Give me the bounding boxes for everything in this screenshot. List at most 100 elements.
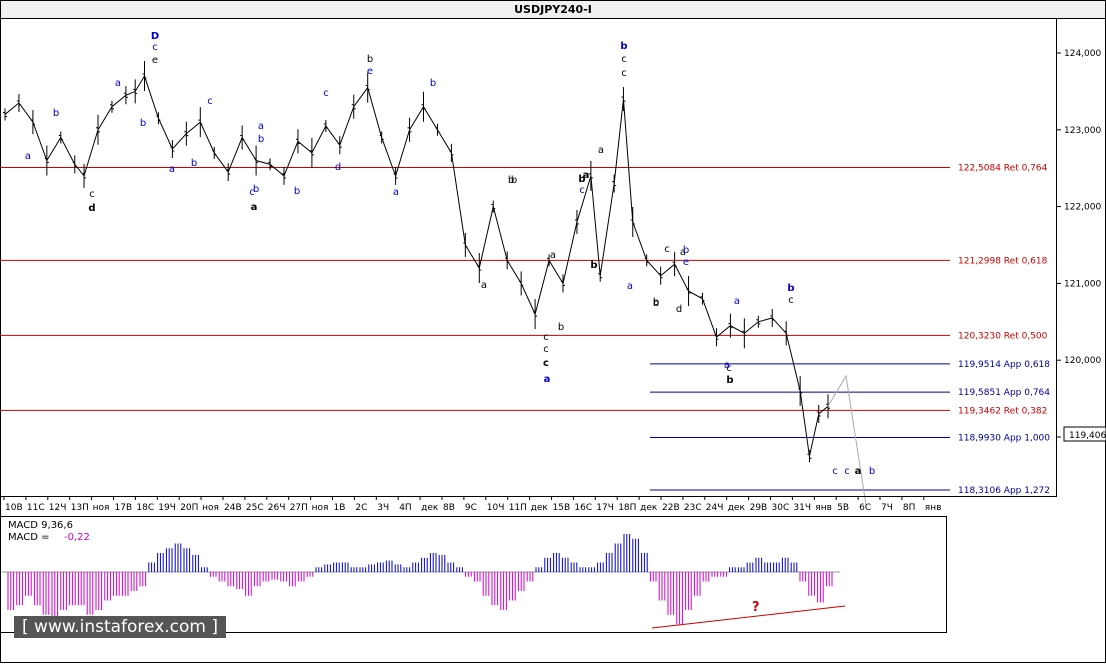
- wave-label: a: [550, 250, 556, 261]
- wave-label: c: [0, 0, 3, 3]
- date-tick-label: 16С: [574, 503, 592, 513]
- wave-label: c: [323, 88, 329, 99]
- wave-label: c: [664, 244, 670, 255]
- date-tick-label: 15В: [553, 503, 571, 513]
- date-tick-label: 10В: [5, 503, 23, 513]
- date-tick-label: янв: [925, 503, 942, 513]
- level-label: 121,2998 Ret 0,618: [958, 256, 1048, 266]
- date-tick-label: 22В: [662, 503, 680, 513]
- date-tick-label: 3Ч: [377, 503, 389, 513]
- date-tick-label: 2С: [355, 503, 367, 513]
- wave-label: c: [543, 332, 549, 343]
- wave-label: a: [393, 187, 399, 198]
- wave-label: b: [367, 54, 373, 65]
- wave-label: b: [653, 297, 659, 308]
- wave-label: b: [430, 78, 436, 89]
- date-tick-label: 4П: [399, 503, 412, 513]
- macd-divergence-line: [651, 605, 846, 629]
- wave-label: b: [508, 175, 514, 186]
- macd-histogram: [2, 534, 846, 629]
- instaforex-watermark[interactable]: [ www.instaforex.com ]: [14, 616, 226, 638]
- wave-label: c: [726, 363, 732, 374]
- price-series: [3, 61, 867, 506]
- level-label: 119,5851 App 0,764: [958, 388, 1050, 398]
- date-tick-label: 24В: [224, 503, 242, 513]
- date-tick-label: 8П: [903, 503, 916, 513]
- macd-question-mark: ?: [752, 600, 760, 615]
- date-tick-label: 23С: [684, 503, 702, 513]
- date-tick-label: 10Ч: [487, 503, 505, 513]
- date-axis: 10В 11С 12Ч 13П ноя 17В 18С 19Ч 20П ноя 24В 25С 26Ч 2…: [0, 496, 1056, 513]
- level-label: 122,5084 Ret 0,764: [958, 164, 1048, 174]
- date-tick-label: дек: [531, 503, 549, 513]
- wave-label: c: [844, 466, 850, 477]
- wave-label: B: [0, 0, 4, 3]
- date-tick-label: ноя: [312, 503, 329, 513]
- wave-label: a: [680, 247, 686, 258]
- level-label: 120,3230 Ret 0,500: [958, 331, 1048, 341]
- wave-label: c: [207, 96, 213, 107]
- date-tick-label: 8В: [443, 503, 455, 513]
- date-tick-label: дек: [421, 503, 439, 513]
- wave-label: a: [724, 360, 730, 371]
- wave-label: d: [88, 203, 95, 214]
- date-tick-label: 18С: [136, 503, 154, 513]
- wave-label: b: [294, 186, 300, 197]
- wave-label: b: [590, 260, 597, 271]
- wave-label: b: [558, 322, 564, 333]
- projection-line: [827, 374, 867, 506]
- wave-label: c: [249, 187, 255, 198]
- date-tick-label: 17Ч: [596, 503, 614, 513]
- wave-label: b: [726, 375, 733, 386]
- date-tick-label: 17В: [115, 503, 133, 513]
- price-tick-label: 123,000: [1064, 126, 1101, 136]
- wave-label: c: [0, 0, 3, 3]
- price-tick-label: 120,000: [1064, 356, 1101, 366]
- wave-label: a: [169, 164, 175, 175]
- date-tick-label: 11П: [509, 503, 527, 513]
- macd-panel: [0, 516, 947, 633]
- wave-label: c: [543, 358, 549, 369]
- date-tick-label: 12Ч: [49, 503, 67, 513]
- wave-label: b: [140, 118, 146, 129]
- wave-label: a: [855, 466, 862, 477]
- level-label: 118,9930 App 1,000: [958, 434, 1050, 444]
- wave-label: a: [258, 121, 264, 132]
- date-tick-label: 27П: [290, 503, 308, 513]
- macd-value: -0,22: [64, 532, 90, 543]
- level-label: 119,3462 Ret 0,382: [958, 406, 1047, 416]
- wave-label: a: [115, 78, 121, 89]
- wave-label: b: [787, 283, 794, 294]
- wave-label: e: [683, 257, 689, 268]
- date-tick-label: ноя: [93, 503, 110, 513]
- wave-label: b: [258, 134, 264, 145]
- date-tick-label: 26Ч: [268, 503, 286, 513]
- date-tick-label: ноя: [202, 503, 219, 513]
- wave-label: c: [579, 185, 585, 196]
- wave-label: c: [621, 54, 627, 65]
- date-tick-label: дек: [728, 503, 746, 513]
- current-price-marker: 119,406: [1063, 426, 1106, 442]
- date-tick-label: 7Ч: [881, 503, 893, 513]
- level-label: 119,9514 App 0,618: [958, 360, 1050, 370]
- chart-title: USDJPY240-I: [514, 3, 592, 16]
- wave-label: a: [544, 374, 551, 385]
- wave-label: b: [511, 175, 517, 186]
- wave-label: c: [832, 466, 838, 477]
- wave-label: a: [734, 296, 740, 307]
- date-tick-label: 24Ч: [706, 503, 724, 513]
- wave-label: a: [251, 202, 258, 213]
- date-tick-label: 6С: [859, 503, 871, 513]
- wave-label: d: [335, 162, 341, 173]
- wave-label: d: [676, 304, 682, 315]
- wave-label: b: [53, 108, 59, 119]
- date-tick-label: 31Ч: [793, 503, 811, 513]
- wave-label: b: [578, 174, 585, 185]
- wave-label: D: [151, 31, 159, 42]
- wave-labels: Dcebccbebcabcbababcbbacdaacbdabaabcccaba…: [0, 0, 875, 477]
- level-label: 118,3106 App 1,272: [958, 486, 1050, 496]
- wave-label: b: [253, 184, 259, 195]
